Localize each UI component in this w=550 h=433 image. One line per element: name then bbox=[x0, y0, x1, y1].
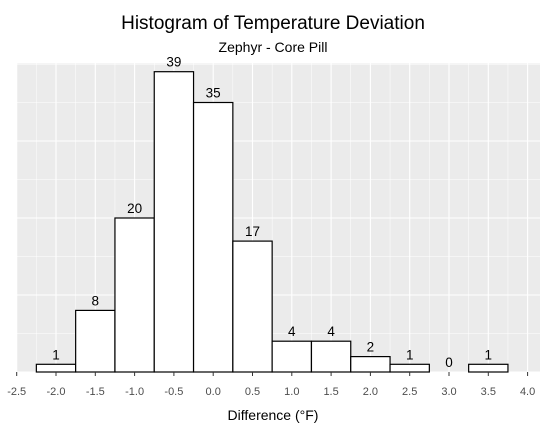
x-tick-label: -0.5 bbox=[164, 386, 183, 398]
bar-count-label: 4 bbox=[327, 324, 335, 339]
histogram-bar bbox=[153, 71, 195, 373]
x-tick-label: 0.5 bbox=[245, 386, 260, 398]
histogram-bars bbox=[35, 71, 509, 373]
histogram-bar bbox=[35, 363, 77, 373]
x-tick-label: -2.5 bbox=[7, 386, 26, 398]
bar-count-label: 39 bbox=[166, 55, 181, 70]
x-tick-label: -1.0 bbox=[125, 386, 144, 398]
x-tick-label: 2.0 bbox=[363, 386, 378, 398]
histogram-bar bbox=[468, 363, 509, 373]
bar-count-label: 17 bbox=[245, 224, 260, 239]
bar-count-label: 1 bbox=[485, 347, 493, 362]
histogram-bar bbox=[389, 363, 430, 373]
chart-subtitle: Zephyr - Core Pill bbox=[219, 39, 328, 55]
x-axis: -2.5 -2.0 -1.5 -1.0 -0.5 0.0 0.5 1.0 1.5 2.0 2.5 3.… bbox=[7, 372, 535, 398]
x-tick-label: -1.5 bbox=[86, 386, 105, 398]
histogram-bar bbox=[232, 240, 273, 373]
histogram-bar bbox=[192, 101, 234, 373]
x-tick-label: 0.0 bbox=[206, 386, 221, 398]
x-tick-label: 4.0 bbox=[520, 386, 535, 398]
bar-count-label: 4 bbox=[288, 324, 296, 339]
bar-count-label: 8 bbox=[92, 293, 100, 308]
chart-title: Histogram of Temperature Deviation bbox=[121, 13, 425, 34]
bar-count-label: 1 bbox=[406, 347, 414, 362]
histogram-bar bbox=[114, 217, 155, 373]
bar-count-label: 35 bbox=[206, 86, 221, 101]
histogram-bar bbox=[350, 356, 391, 373]
histogram-bar bbox=[310, 340, 352, 373]
x-tick-label: 1.0 bbox=[284, 386, 299, 398]
x-tick-label: 3.5 bbox=[481, 386, 496, 398]
x-tick-label: 1.5 bbox=[323, 386, 338, 398]
x-axis-label: Difference (°F) bbox=[228, 407, 319, 423]
x-tick-label: 2.5 bbox=[402, 386, 417, 398]
x-tick-label: -2.0 bbox=[47, 386, 66, 398]
bar-count-labels: 1 8 20 39 35 17 4 4 2 1 0 1 bbox=[52, 55, 492, 370]
bar-count-label: 0 bbox=[445, 355, 453, 370]
bar-count-label: 2 bbox=[367, 340, 375, 355]
histogram-bar bbox=[75, 309, 116, 373]
x-tick-label: 3.0 bbox=[441, 386, 456, 398]
bar-count-label: 20 bbox=[127, 201, 142, 216]
bar-count-label: 1 bbox=[52, 347, 60, 362]
histogram-bar bbox=[271, 340, 313, 373]
